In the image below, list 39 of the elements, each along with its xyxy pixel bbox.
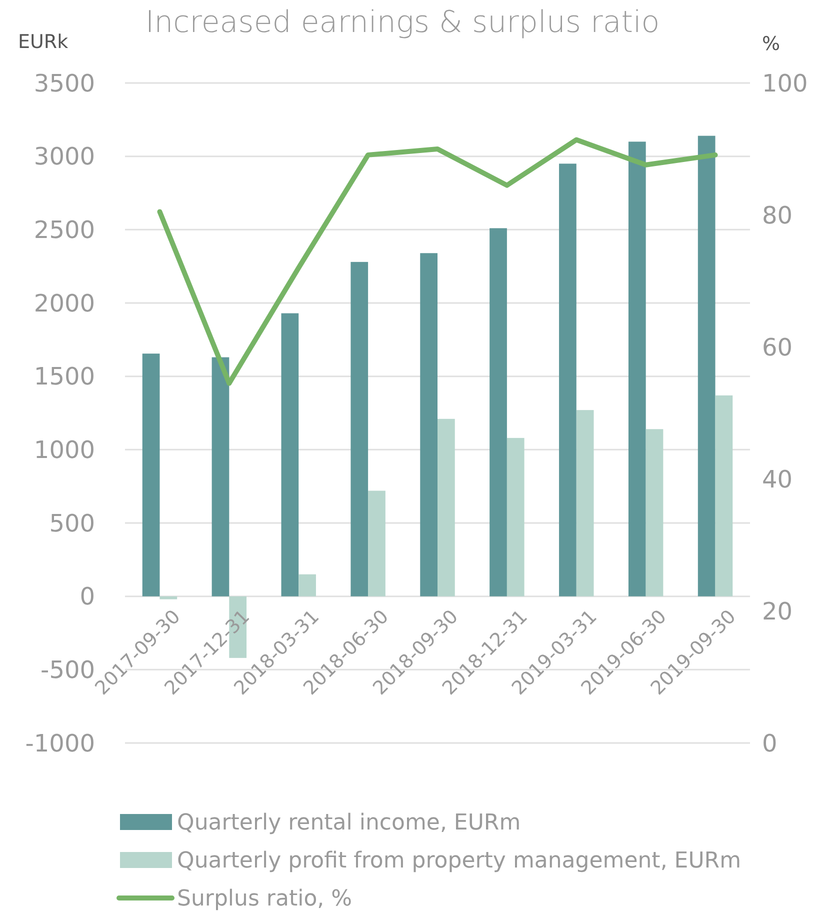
bar bbox=[438, 418, 455, 596]
bar bbox=[350, 262, 368, 596]
y-tick-label: 2500 bbox=[34, 216, 95, 244]
bar bbox=[698, 136, 716, 596]
y-tick-label: 1000 bbox=[34, 436, 95, 464]
y-tick-label: -500 bbox=[40, 656, 95, 684]
chart-title: Increased earnings & surplus ratio bbox=[145, 5, 660, 40]
legend-label: Quarterly rental income, EURm bbox=[177, 810, 521, 836]
y2-axis-title: % bbox=[762, 33, 780, 55]
y2-tick-label: 40 bbox=[762, 465, 793, 494]
bar bbox=[490, 228, 507, 596]
y2-tick-label: 60 bbox=[762, 333, 793, 362]
y2-tick-label: 0 bbox=[762, 729, 778, 758]
bar bbox=[576, 410, 594, 596]
bar bbox=[298, 574, 316, 596]
y2-tick-label: 80 bbox=[762, 201, 793, 230]
legend-label: Quarterly profit from property management, EURm bbox=[177, 848, 742, 874]
y-axis-title: EURk bbox=[18, 31, 68, 53]
bar bbox=[142, 354, 160, 596]
bar bbox=[281, 313, 299, 596]
y-tick-label: 500 bbox=[49, 509, 95, 538]
y2-tick-label: 100 bbox=[762, 69, 808, 98]
y2-tick-label: 20 bbox=[762, 597, 793, 626]
bar bbox=[646, 429, 664, 596]
y-tick-label: 2000 bbox=[34, 289, 95, 318]
bar bbox=[368, 490, 386, 596]
bar bbox=[715, 395, 733, 596]
bar bbox=[420, 253, 438, 596]
y-tick-label: 3500 bbox=[34, 69, 95, 98]
bar bbox=[506, 438, 524, 596]
bar bbox=[160, 596, 178, 600]
y-tick-label: 3000 bbox=[34, 142, 95, 171]
y-tick-label: -1000 bbox=[25, 729, 95, 758]
y-tick-label: 0 bbox=[80, 582, 95, 611]
bar bbox=[212, 357, 230, 596]
legend-label: Surplus ratio, % bbox=[177, 886, 352, 912]
bar bbox=[559, 164, 576, 596]
y-tick-label: 1500 bbox=[34, 362, 95, 391]
bar bbox=[628, 142, 646, 596]
